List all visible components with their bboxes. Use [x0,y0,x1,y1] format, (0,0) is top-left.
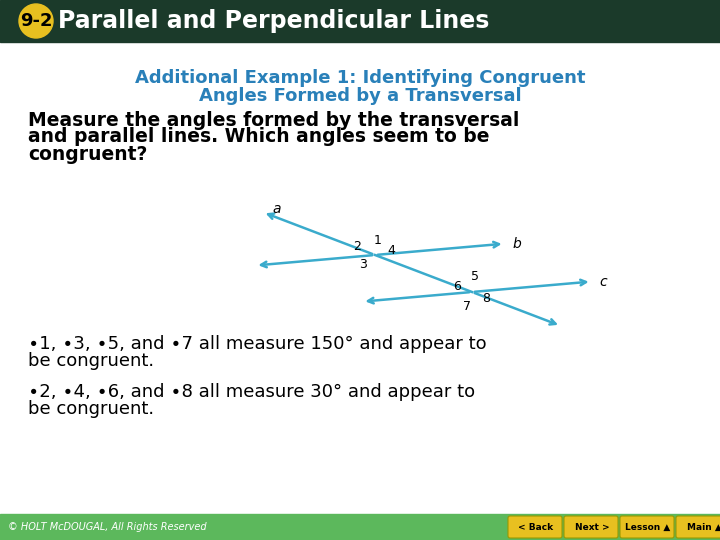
Bar [0,0,720,42]
FancyBboxPatch shape [564,516,618,538]
Text: Parallel and Perpendicular Lines: Parallel and Perpendicular Lines [58,9,490,33]
Text: 6: 6 [453,280,461,293]
Text: 5: 5 [471,271,479,284]
Text: be congruent.: be congruent. [28,400,154,418]
Bar [0,514,720,540]
Circle shape [19,4,53,38]
Text: Measure the angles formed by the transversal: Measure the angles formed by the transve… [28,111,519,130]
Text: 2: 2 [353,240,361,253]
Text: 9-2: 9-2 [19,12,53,30]
Text: Angles Formed by a Transversal: Angles Formed by a Transversal [199,87,521,105]
Text: < Back: < Back [518,523,554,531]
Text: 4: 4 [387,244,395,256]
Text: a: a [273,202,282,216]
Text: Additional Example 1: Identifying Congruent: Additional Example 1: Identifying Congru… [135,69,585,87]
Text: congruent?: congruent? [28,145,148,164]
Text: 1: 1 [374,233,382,246]
Text: c: c [600,274,607,288]
Text: and parallel lines. Which angles seem to be: and parallel lines. Which angles seem to… [28,127,490,146]
Text: be congruent.: be congruent. [28,352,154,370]
Text: ∙2, ∙4, ∙6, and ∙8 all measure 30° and appear to: ∙2, ∙4, ∙6, and ∙8 all measure 30° and a… [28,383,475,401]
Text: 8: 8 [482,292,490,305]
Bar [0,42,720,514]
Text: b: b [513,237,521,251]
FancyBboxPatch shape [508,516,562,538]
Text: Main ▲: Main ▲ [687,523,720,531]
Text: Next >: Next > [575,523,609,531]
Text: 3: 3 [359,259,367,272]
Text: 7: 7 [463,300,471,313]
Text: ∙1, ∙3, ∙5, and ∙7 all measure 150° and appear to: ∙1, ∙3, ∙5, and ∙7 all measure 150° and … [28,335,487,353]
Text: Lesson ▲: Lesson ▲ [626,523,670,531]
FancyBboxPatch shape [620,516,674,538]
FancyBboxPatch shape [676,516,720,538]
Text: © HOLT McDOUGAL, All Rights Reserved: © HOLT McDOUGAL, All Rights Reserved [8,522,207,532]
